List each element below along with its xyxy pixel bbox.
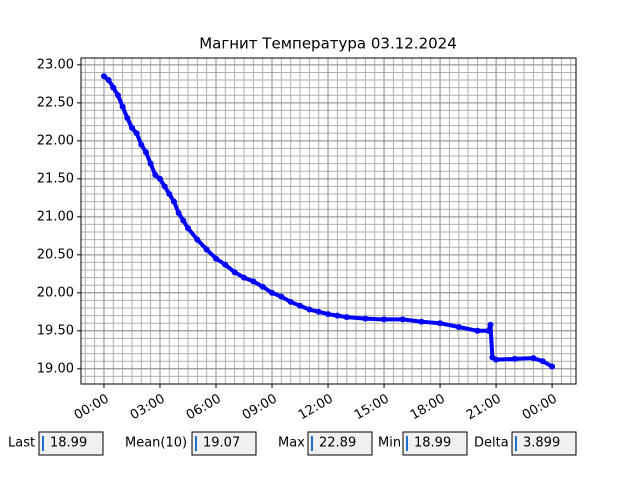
data-point [315,308,322,315]
y-tick-label: 21.50 [37,171,74,186]
data-point [455,324,462,331]
field-label: Last [8,436,35,451]
data-point [128,124,135,131]
data-point [166,191,173,198]
data-point [539,358,546,365]
field-box[interactable] [191,431,257,456]
field-value: 3.899 [523,436,560,451]
data-point [175,210,182,217]
y-tick-label: 20.00 [37,285,74,300]
field-box[interactable] [511,431,577,456]
field-box[interactable] [307,431,373,456]
data-point [213,255,219,262]
data-point [381,316,388,323]
data-point [549,363,556,370]
x-tick-label: 18:00 [408,392,448,424]
data-point [399,316,406,323]
data-point [530,355,537,362]
x-tick-label: 03:00 [128,392,168,424]
y-tick-label: 19.00 [37,361,74,376]
x-tick-label: 09:00 [240,392,280,424]
data-point [362,315,369,322]
data-point [269,289,276,296]
field-value: 18.99 [414,436,451,451]
data-point [194,236,201,243]
data-point [100,73,107,80]
data-point [156,175,163,182]
chart-title: Магнит Температура 03.12.2024 [199,35,457,53]
data-point [297,302,304,309]
data-point [231,269,238,276]
data-point [241,274,248,281]
field-value: 18.99 [50,436,87,451]
data-point [343,314,350,321]
x-tick-label: 21:00 [464,392,504,424]
data-point [138,141,145,148]
data-point [325,311,332,318]
x-tick-label: 06:00 [184,392,224,424]
data-point [474,327,481,334]
field-box[interactable] [38,431,104,456]
data-point [161,183,168,190]
data-point [306,306,313,313]
data-point [184,225,191,232]
data-point [334,312,341,319]
data-point [222,261,229,268]
field-box[interactable] [402,431,468,456]
data-point [147,160,154,167]
x-tick-label: 12:00 [296,392,336,424]
field-value: 19.07 [203,436,240,451]
y-tick-label: 21.00 [37,209,74,224]
y-tick-label: 22.00 [37,133,74,148]
data-point [487,321,494,328]
field-label: Max [278,436,305,451]
data-point [142,149,149,156]
field-label: Min [378,436,401,451]
data-point [437,320,444,327]
data-point [124,115,131,122]
y-tick-label: 20.50 [37,247,74,262]
field-label: Delta [474,436,509,451]
x-tick-label: 15:00 [352,392,392,424]
data-point [278,293,285,300]
data-point [152,172,159,179]
plot-frame [80,57,577,385]
data-point [485,327,492,334]
data-point [493,356,500,363]
x-tick-label: 00:00 [520,392,560,424]
data-point [259,283,266,290]
field-value: 22.89 [319,436,356,451]
data-point [418,318,425,325]
data-point [119,103,126,110]
data-point [133,130,140,137]
y-tick-label: 23.00 [37,57,74,72]
data-point [114,92,121,99]
data-point [170,198,177,205]
y-tick-label: 22.50 [37,95,74,110]
data-point [105,77,112,84]
x-tick-label: 00:00 [72,392,112,424]
data-point [110,84,117,91]
y-tick-label: 19.50 [37,323,74,338]
data-point [287,298,294,305]
field-label: Mean(10) [125,436,187,451]
data-point [180,217,187,224]
data-point [203,246,210,253]
data-point [511,355,518,362]
data-point [250,278,257,285]
